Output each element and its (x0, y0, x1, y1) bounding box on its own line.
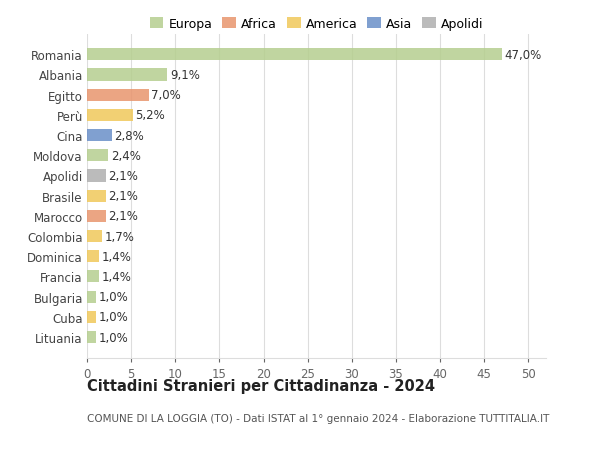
Bar (87, 311, 96, 323)
Text: 7,0%: 7,0% (151, 89, 181, 102)
Bar (87, 130, 112, 142)
Bar (87, 291, 96, 303)
Bar (87, 331, 96, 343)
Bar (87, 110, 133, 122)
Bar (87, 251, 100, 263)
Bar (87, 69, 167, 81)
Text: 9,1%: 9,1% (170, 69, 200, 82)
Text: 1,7%: 1,7% (104, 230, 134, 243)
Bar (87, 170, 106, 182)
Text: 1,4%: 1,4% (102, 250, 132, 263)
Bar (87, 271, 100, 283)
Bar (87, 230, 102, 242)
Text: 2,1%: 2,1% (108, 169, 138, 183)
Text: 2,1%: 2,1% (108, 210, 138, 223)
Bar (87, 49, 502, 61)
Bar (87, 190, 106, 202)
Text: COMUNE DI LA LOGGIA (TO) - Dati ISTAT al 1° gennaio 2024 - Elaborazione TUTTITAL: COMUNE DI LA LOGGIA (TO) - Dati ISTAT al… (87, 413, 550, 423)
Text: 5,2%: 5,2% (136, 109, 165, 122)
Legend: Europa, Africa, America, Asia, Apolidi: Europa, Africa, America, Asia, Apolidi (145, 13, 488, 36)
Bar (87, 150, 108, 162)
Text: 1,4%: 1,4% (102, 270, 132, 283)
Text: Cittadini Stranieri per Cittadinanza - 2024: Cittadini Stranieri per Cittadinanza - 2… (87, 379, 435, 394)
Text: 2,8%: 2,8% (115, 129, 144, 142)
Bar (87, 210, 106, 223)
Text: 2,1%: 2,1% (108, 190, 138, 203)
Bar (87, 90, 149, 101)
Text: 1,0%: 1,0% (98, 311, 128, 324)
Text: 2,4%: 2,4% (111, 150, 141, 162)
Text: 1,0%: 1,0% (98, 291, 128, 303)
Text: 1,0%: 1,0% (98, 331, 128, 344)
Text: 47,0%: 47,0% (505, 49, 542, 62)
